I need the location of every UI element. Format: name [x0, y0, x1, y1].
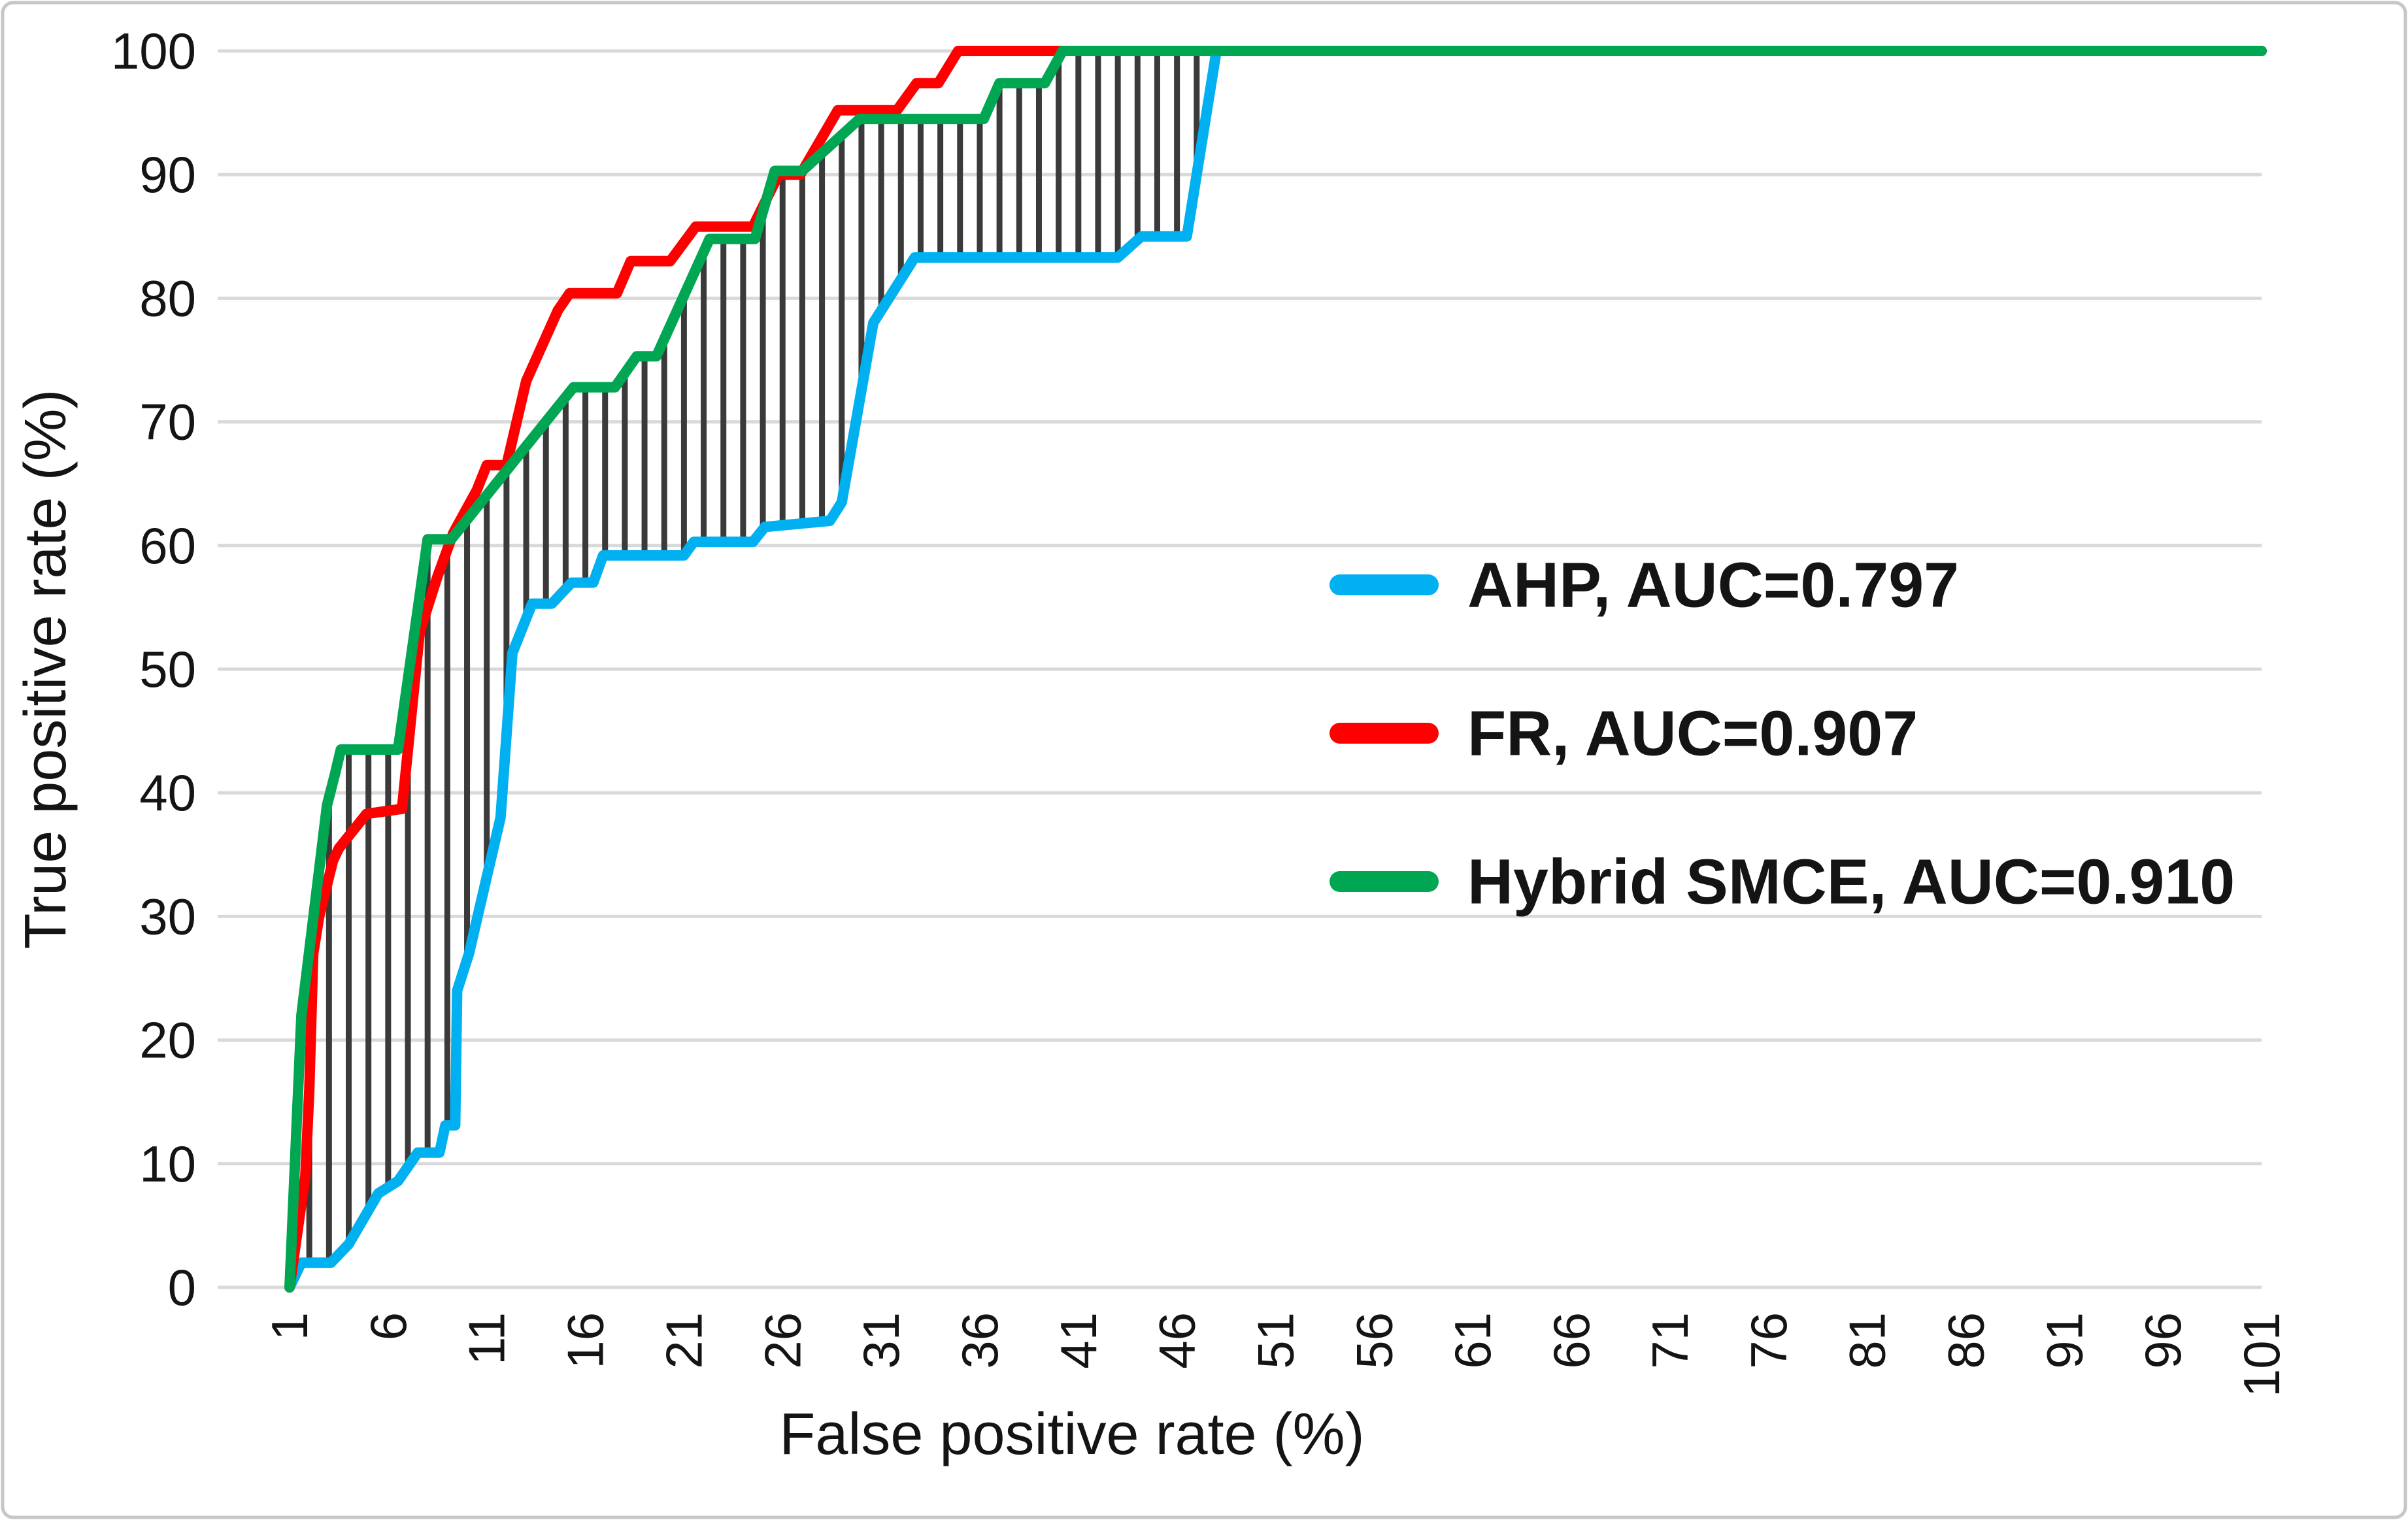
y-axis-title: True positive rate (%) [13, 389, 78, 950]
legend-label-3: Hybrid SMCE, AUC=0.910 [1467, 846, 2235, 917]
x-tick-label: 101 [2233, 1312, 2290, 1397]
y-tick-label: 70 [139, 393, 196, 451]
series-line-hybrid-smce [284, 46, 2267, 1293]
series-line-fr [284, 46, 2267, 1293]
x-tick-label: 6 [360, 1312, 417, 1340]
x-tick-label: 31 [852, 1312, 910, 1369]
x-tick-label: 36 [951, 1312, 1009, 1369]
x-tick-label: 26 [754, 1312, 811, 1369]
y-axis-tick-labels: 0 10 20 30 40 50 60 70 80 90 100 [111, 22, 196, 1316]
x-tick-label: 81 [1839, 1312, 1896, 1369]
x-tick-label: 86 [1937, 1312, 1994, 1369]
gridlines [218, 49, 2262, 1289]
y-tick-label: 90 [139, 146, 196, 203]
y-tick-label: 40 [139, 764, 196, 821]
x-tick-label: 71 [1641, 1312, 1699, 1369]
x-tick-label: 41 [1050, 1312, 1107, 1369]
x-tick-label: 51 [1247, 1312, 1305, 1369]
y-tick-label: 60 [139, 517, 196, 574]
x-tick-label: 46 [1148, 1312, 1206, 1369]
x-tick-label: 66 [1543, 1312, 1600, 1369]
legend: AHP, AUC=0.797 FR, AUC=0.907 Hybrid SMCE, … [1329, 550, 2235, 917]
x-tick-label: 16 [557, 1312, 614, 1369]
x-tick-label: 21 [655, 1312, 712, 1369]
x-axis-tick-labels: 1 6 11 16 21 26 31 36 41 46 51 56 61 66 71 76 81 86 91 96 10… [261, 1312, 2290, 1397]
y-tick-label: 30 [139, 887, 196, 945]
y-tick-label: 20 [139, 1012, 196, 1069]
legend-label-2: FR, AUC=0.907 [1467, 698, 1918, 769]
x-tick-label: 61 [1444, 1312, 1501, 1369]
x-tick-label: 1 [261, 1312, 318, 1340]
y-tick-label: 50 [139, 640, 196, 698]
legend-label-1: AHP, AUC=0.797 [1467, 550, 1959, 621]
y-tick-label: 0 [168, 1259, 196, 1316]
series-lines [284, 46, 2267, 1293]
x-tick-label: 76 [1740, 1312, 1798, 1369]
y-tick-label: 80 [139, 269, 196, 327]
series-line-ahp [284, 46, 2267, 1293]
x-tick-label: 91 [2035, 1312, 2093, 1369]
x-tick-label: 56 [1345, 1312, 1403, 1369]
y-tick-label: 10 [139, 1135, 196, 1193]
x-axis-title: False positive rate (%) [779, 1402, 1364, 1467]
x-tick-label: 96 [2134, 1312, 2192, 1369]
x-tick-label: 11 [458, 1312, 516, 1365]
y-tick-label: 100 [111, 22, 196, 80]
